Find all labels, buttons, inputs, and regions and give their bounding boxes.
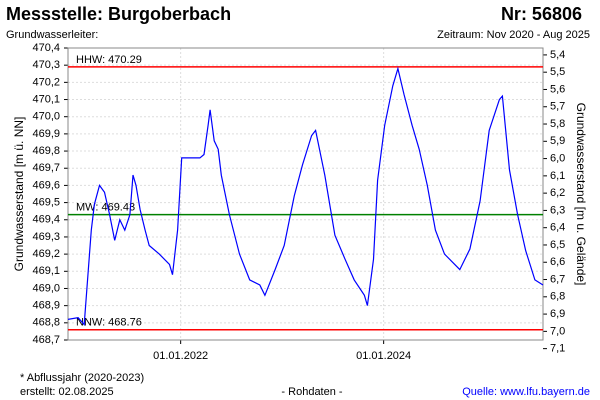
y-axis-label: Grundwasserstand [m ü. NN]	[12, 117, 26, 272]
y2-tick-label: 5,7	[550, 101, 565, 113]
y-tick-label: 470,1	[32, 93, 60, 105]
y-tick-label: 469,6	[32, 179, 60, 191]
y2-tick-label: 6,3	[550, 204, 565, 216]
y2-tick-label: 6,7	[550, 273, 565, 285]
y-tick-label: 469,1	[32, 265, 60, 277]
y-tick-label: 470,3	[32, 59, 60, 71]
x-tick-label: 01.01.2024	[356, 350, 411, 362]
y2-tick-label: 6,8	[550, 291, 565, 303]
y-tick-label: 470,0	[32, 111, 60, 123]
subtitle: Grundwasserleiter:	[6, 29, 98, 41]
y2-tick-label: 6,5	[550, 239, 565, 251]
y2-tick-label: 5,4	[550, 49, 565, 61]
y2-tick-label: 6,4	[550, 222, 565, 234]
reference-label: HHW: 470.29	[76, 54, 142, 66]
chart-title: Messstelle: Burgoberbach	[6, 4, 231, 24]
plot-frame	[67, 47, 544, 341]
data-line	[67, 66, 544, 326]
y-tick-label: 468,8	[32, 317, 60, 329]
footnote: * Abflussjahr (2020-2023)	[20, 372, 144, 384]
data-note: - Rohdaten -	[281, 386, 342, 398]
source-link[interactable]: Quelle: www.lfu.bayern.de	[462, 386, 590, 398]
y2-tick-label: 6,1	[550, 170, 565, 182]
y-tick-label: 469,0	[32, 282, 60, 294]
x-tick-label: 01.01.2022	[153, 350, 208, 362]
y2-tick-label: 5,9	[550, 135, 565, 147]
y-tick-label: 469,9	[32, 128, 60, 140]
y-tick-label: 468,9	[32, 300, 60, 312]
reference-label: NNW: 468.76	[76, 317, 142, 329]
y2-tick-label: 6,0	[550, 152, 565, 164]
y2-tick-label: 7,0	[550, 325, 565, 337]
created: erstellt: 02.08.2025	[20, 386, 114, 398]
y-tick-label: 469,7	[32, 162, 60, 174]
y-tick-label: 470,2	[32, 76, 60, 88]
station-number: Nr: 56806	[501, 4, 582, 24]
y2-tick-label: 5,5	[550, 66, 565, 78]
y2-tick-label: 6,6	[550, 256, 565, 268]
y-tick-label: 470,4	[32, 42, 60, 54]
y2-tick-label: 7,1	[550, 343, 565, 355]
y-tick-label: 469,2	[32, 248, 60, 260]
y-tick-label: 469,5	[32, 196, 60, 208]
y-tick-label: 468,7	[32, 334, 60, 346]
y2-tick-label: 6,9	[550, 308, 565, 320]
y-tick-label: 469,4	[32, 214, 60, 226]
y2-tick-label: 5,8	[550, 118, 565, 130]
y-tick-label: 469,3	[32, 231, 60, 243]
y2-tick-label: 6,2	[550, 187, 565, 199]
y2-axis-label: Grundwasserstand [m u. Gelände]	[574, 103, 588, 286]
reference-label: MW: 469.43	[76, 202, 135, 214]
period: Zeitraum: Nov 2020 - Aug 2025	[437, 29, 590, 41]
y2-tick-label: 5,6	[550, 83, 565, 95]
y-tick-label: 469,8	[32, 145, 60, 157]
